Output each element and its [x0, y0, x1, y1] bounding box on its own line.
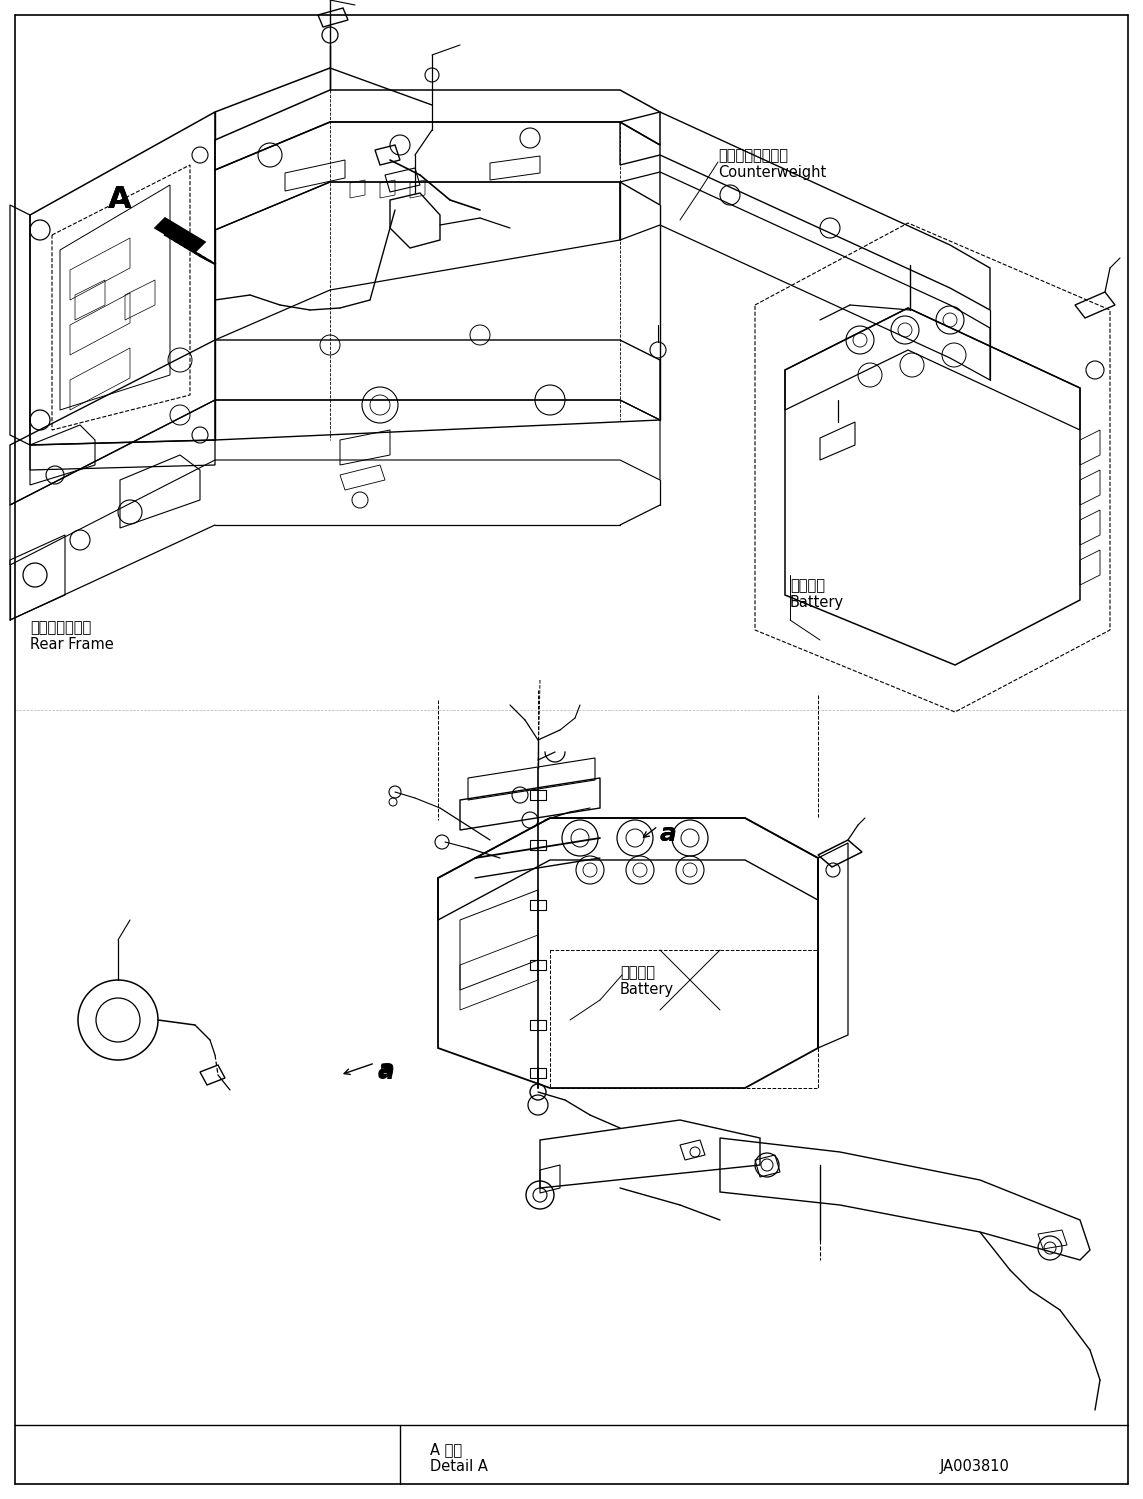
Text: Battery: Battery: [620, 982, 674, 997]
Text: Rear Frame: Rear Frame: [30, 637, 114, 652]
Text: a: a: [378, 1058, 394, 1082]
Text: A: A: [107, 184, 131, 214]
Polygon shape: [155, 217, 205, 252]
Text: Detail A: Detail A: [430, 1459, 488, 1474]
Text: バッテリ: バッテリ: [790, 579, 825, 594]
Text: A: A: [107, 184, 131, 214]
Text: Battery: Battery: [790, 595, 845, 610]
Text: a: a: [660, 821, 677, 845]
Text: カウンタウエイト: カウンタウエイト: [718, 148, 788, 163]
Text: JA003810: JA003810: [940, 1459, 1010, 1474]
Text: a: a: [660, 821, 677, 845]
Text: A 詳細: A 詳細: [430, 1442, 462, 1457]
Text: リヤーフレーム: リヤーフレーム: [30, 621, 91, 636]
Text: バッテリ: バッテリ: [620, 965, 655, 980]
Text: a: a: [378, 1060, 394, 1084]
Text: Counterweight: Counterweight: [718, 165, 826, 180]
